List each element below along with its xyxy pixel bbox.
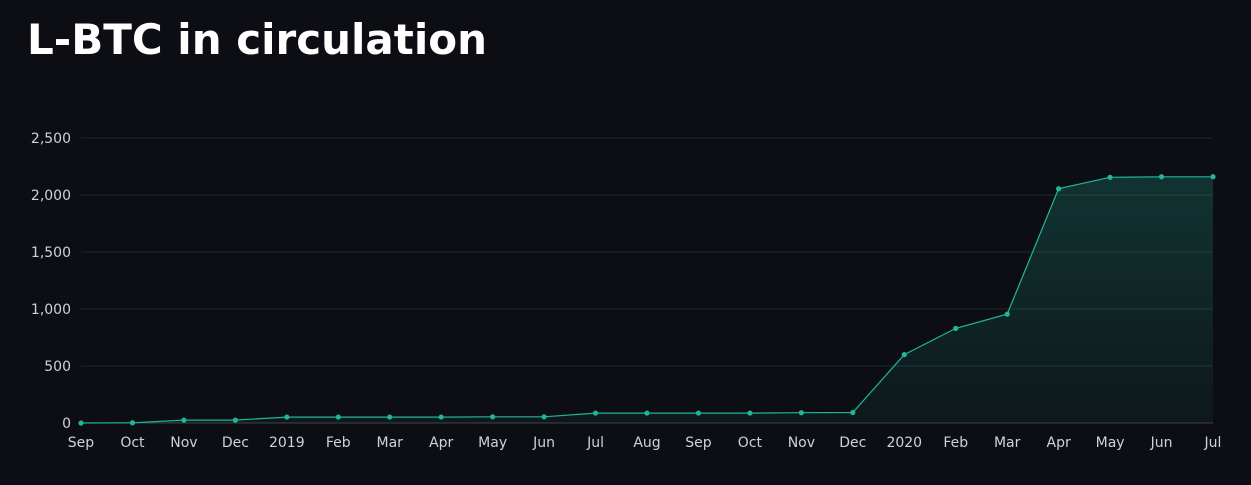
x-tick-label: Mar bbox=[994, 435, 1021, 451]
page-title: L-BTC in circulation bbox=[27, 15, 487, 64]
x-tick-label: Jul bbox=[586, 435, 604, 451]
data-point[interactable] bbox=[592, 410, 599, 416]
data-point[interactable] bbox=[901, 352, 907, 358]
x-tick-label: Nov bbox=[170, 435, 197, 451]
x-tick-label: 2020 bbox=[886, 435, 922, 451]
data-point[interactable] bbox=[850, 409, 856, 416]
data-point[interactable] bbox=[1158, 174, 1165, 180]
data-point[interactable] bbox=[1056, 186, 1062, 192]
data-point[interactable] bbox=[490, 414, 496, 420]
x-tick-label: Sep bbox=[68, 435, 95, 451]
x-axis-ticks: Sep Oct Nov Dec 2019 Feb Mar Apr May Jun Jul Aug Sep… bbox=[68, 435, 1222, 451]
y-tick-label: 2,000 bbox=[31, 188, 71, 204]
area-fill bbox=[81, 176, 1213, 423]
data-point[interactable] bbox=[181, 417, 187, 423]
data-point[interactable] bbox=[541, 414, 547, 420]
data-point[interactable] bbox=[438, 414, 444, 420]
data-point[interactable] bbox=[644, 410, 650, 416]
x-tick-label: Jul bbox=[1204, 435, 1222, 451]
data-point[interactable] bbox=[129, 420, 136, 426]
data-point[interactable] bbox=[387, 414, 393, 420]
x-tick-label: Nov bbox=[788, 435, 815, 451]
data-point[interactable] bbox=[284, 414, 290, 420]
x-tick-label: Jun bbox=[532, 435, 555, 451]
x-tick-label: Apr bbox=[1047, 435, 1071, 451]
data-point[interactable] bbox=[953, 325, 959, 331]
y-tick-label: 0 bbox=[62, 416, 71, 432]
data-point[interactable] bbox=[695, 410, 702, 416]
x-tick-label: Dec bbox=[222, 435, 249, 451]
x-tick-label: Oct bbox=[738, 435, 763, 451]
x-tick-label: Aug bbox=[633, 435, 660, 451]
data-point[interactable] bbox=[335, 414, 341, 420]
x-tick-label: Feb bbox=[326, 435, 351, 451]
data-point[interactable] bbox=[1107, 174, 1113, 180]
x-tick-label: May bbox=[478, 435, 507, 451]
x-tick-label: Oct bbox=[120, 435, 145, 451]
y-tick-label: 500 bbox=[44, 359, 71, 375]
x-tick-label: Feb bbox=[943, 435, 968, 451]
y-tick-label: 1,500 bbox=[31, 245, 71, 261]
data-point[interactable] bbox=[78, 420, 84, 426]
y-tick-label: 1,000 bbox=[31, 302, 71, 318]
data-points bbox=[78, 174, 1216, 426]
data-point[interactable] bbox=[1210, 174, 1216, 180]
x-tick-label: Jun bbox=[1150, 435, 1173, 451]
x-tick-label: Dec bbox=[839, 435, 866, 451]
y-axis-ticks: 0 500 1,000 1,500 2,000 2,500 bbox=[31, 131, 71, 432]
area-series bbox=[81, 176, 1213, 423]
data-point[interactable] bbox=[798, 410, 804, 416]
x-tick-label: Mar bbox=[377, 435, 404, 451]
x-tick-label: 2019 bbox=[269, 435, 305, 451]
y-tick-label: 2,500 bbox=[31, 131, 71, 147]
x-tick-label: Sep bbox=[685, 435, 712, 451]
data-point[interactable] bbox=[747, 410, 753, 416]
x-tick-label: May bbox=[1096, 435, 1125, 451]
data-point[interactable] bbox=[232, 417, 238, 423]
x-tick-label: Apr bbox=[429, 435, 453, 451]
data-point[interactable] bbox=[1004, 311, 1010, 317]
